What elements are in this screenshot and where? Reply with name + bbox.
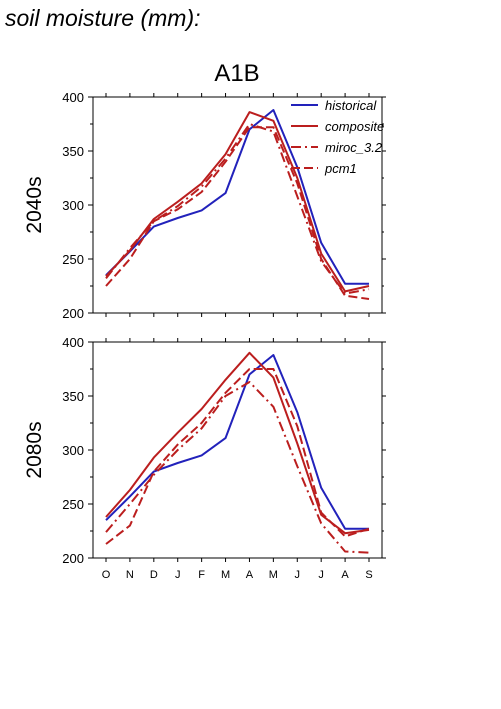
legend: historical composite miroc_3.2 pcm1 xyxy=(291,98,384,176)
y-tick-label: 200 xyxy=(62,306,84,321)
y-tick-label: 400 xyxy=(62,90,84,105)
x-tick-label: F xyxy=(198,569,205,581)
y-tick-label: 250 xyxy=(62,497,84,512)
series-line-historical xyxy=(105,354,369,530)
y-tick-label: 300 xyxy=(62,198,84,213)
panel-label: 2040s xyxy=(23,176,46,233)
series-line-composite xyxy=(105,111,370,293)
series-line-historical xyxy=(105,109,369,285)
chart-panels: 200 250 300 350 400 2040s 200 250 300 350 400 O N D J F… xyxy=(23,90,386,581)
panel-label: 2080s xyxy=(23,421,46,478)
y-tick-label: 300 xyxy=(62,443,84,458)
y-tick-label: 250 xyxy=(62,252,84,267)
legend-label-composite: composite xyxy=(325,119,384,134)
plot-frame xyxy=(92,341,383,559)
x-tick-label: M xyxy=(269,569,278,581)
legend-label-pcm1: pcm1 xyxy=(324,161,357,176)
series-line-pcm1 xyxy=(105,368,370,545)
y-tick-label: 200 xyxy=(62,551,84,566)
panel-2080s: 200 250 300 350 400 O N D J F M A M J J A S 2080s xyxy=(23,335,386,581)
y-tick-label: 350 xyxy=(62,144,84,159)
page-title: soil moisture (mm): xyxy=(5,5,201,31)
x-tick-label: A xyxy=(246,569,254,581)
series-line-pcm1 xyxy=(105,126,370,300)
legend-label-historical: historical xyxy=(325,98,377,113)
legend-label-miroc-3-2: miroc_3.2 xyxy=(325,140,383,155)
x-tick-label: S xyxy=(365,569,372,581)
x-tick-label: J xyxy=(318,569,324,581)
y-tick-label: 350 xyxy=(62,389,84,404)
x-tick-label: O xyxy=(102,569,111,581)
x-tick-label: M xyxy=(221,569,230,581)
x-tick-label: J xyxy=(175,569,181,581)
panel-2040s: 200 250 300 350 400 2040s xyxy=(23,90,386,321)
scenario-title: A1B xyxy=(214,60,259,87)
x-tick-label: J xyxy=(295,569,301,581)
y-tick-label: 400 xyxy=(62,335,84,350)
x-tick-label: A xyxy=(341,569,349,581)
x-tick-label: D xyxy=(150,569,158,581)
x-tick-label: N xyxy=(126,569,134,581)
